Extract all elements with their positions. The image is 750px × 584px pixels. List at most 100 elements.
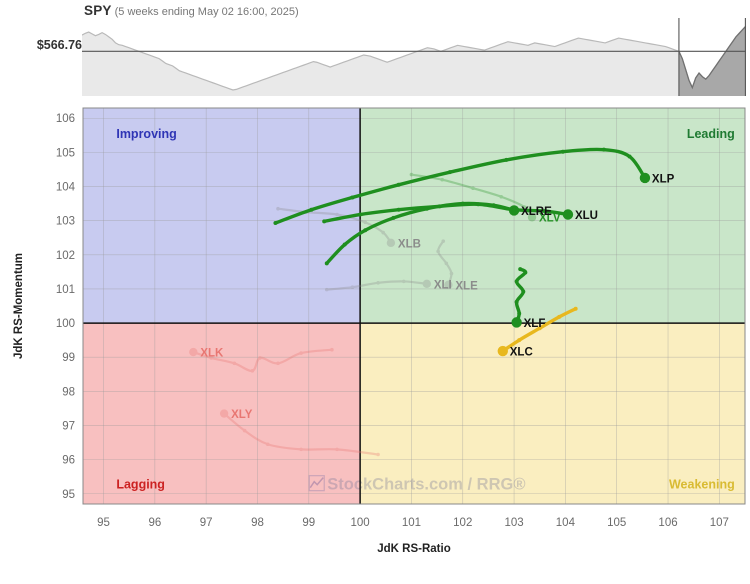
trail-point [276, 361, 280, 366]
symbol-label-xlk: XLK [200, 348, 224, 360]
quadrant-label-lagging: Lagging [116, 478, 165, 492]
symbol-label-xlp: XLP [652, 173, 675, 185]
trail-xlf[interactable] [511, 267, 528, 328]
y-tick-label: 105 [56, 147, 75, 159]
symbol-label-xlf: XLF [524, 318, 546, 330]
stockcharts-logo-icon [308, 475, 325, 492]
trail-xly[interactable] [219, 409, 380, 457]
trail-line [437, 240, 453, 286]
trail-xlc[interactable] [497, 306, 578, 357]
trail-head-marker [562, 209, 574, 220]
trail-head-marker [639, 172, 651, 184]
y-tick-label: 99 [62, 352, 75, 364]
x-tick-label: 97 [200, 517, 213, 529]
trail-xli[interactable] [324, 279, 432, 292]
x-tick-label: 96 [148, 517, 161, 529]
trail-point [444, 261, 449, 266]
chart-title: SPY (5 weeks ending May 02 16:00, 2025) [84, 2, 299, 20]
trail-point [409, 172, 414, 177]
trail-xlp[interactable] [273, 147, 651, 226]
axis-ticks: 95 96 97 98 99 100 101 102 103 104 105 106 107 95 96 97… [56, 113, 729, 529]
quadrant-label-weakening: Weakening [669, 478, 735, 492]
trail-point [447, 170, 452, 175]
trail-xlk[interactable] [189, 347, 334, 373]
symbol-label-xli: XLI [434, 279, 452, 291]
trail-point [601, 147, 606, 152]
trail-point [514, 279, 519, 284]
y-tick-label: 106 [56, 113, 75, 125]
trail-point [242, 428, 247, 433]
trail-point [391, 215, 396, 220]
quadrant-improving [83, 108, 361, 324]
plot-border [82, 107, 746, 505]
symbol-label-xlre: XLRE [521, 206, 552, 218]
trail-head-marker [511, 317, 522, 328]
quadrant-leading [360, 108, 745, 324]
trail-head-marker [497, 345, 508, 357]
period-subtitle: (5 weeks ending May 02 16:00, 2025) [114, 6, 299, 18]
quadrant-label-leading: Leading [687, 127, 735, 141]
axis-titles: JdK RS-Ratio JdK RS-Momentum [13, 253, 451, 555]
trail-point [573, 306, 578, 311]
trail-point [350, 195, 355, 200]
trail-point [537, 326, 542, 331]
trail-point [471, 186, 475, 191]
symbol-label-xlb: XLB [398, 238, 421, 250]
trail-point [276, 206, 280, 211]
x-tick-label: 95 [97, 517, 110, 529]
trail-point [209, 356, 214, 360]
trail-xle[interactable] [436, 239, 454, 290]
trail-point [542, 209, 547, 214]
price-label: $566.76 [36, 38, 82, 52]
x-axis-title: JdK RS-Ratio [377, 543, 450, 555]
y-tick-label: 100 [56, 318, 75, 330]
trail-point [342, 242, 347, 247]
trail-point [441, 239, 446, 243]
trail-point [436, 249, 440, 254]
symbol-label-xlu: XLU [575, 210, 598, 222]
trail-point [523, 270, 528, 275]
x-tick-label: 107 [710, 517, 729, 529]
trail-point [522, 205, 527, 209]
trail-xlu[interactable] [322, 202, 574, 224]
trail-point [437, 204, 442, 209]
trail-point [381, 230, 386, 235]
trail-point [396, 207, 401, 212]
trail-point [358, 212, 363, 217]
trail-point [299, 447, 303, 452]
trail-point [518, 267, 523, 272]
trail-point [499, 194, 504, 199]
trail-point [376, 452, 380, 457]
trail-point [258, 356, 262, 360]
trail-point [363, 228, 368, 233]
trail-point [476, 202, 481, 207]
mini-price-chart-header: SPY (5 weeks ending May 02 16:00, 2025) $… [0, 0, 750, 100]
y-tick-label: 95 [62, 489, 75, 501]
quadrant-labels: Improving Leading Lagging Weakening [116, 127, 734, 492]
trail-head-marker [527, 213, 537, 222]
trail-line [192, 348, 333, 372]
y-tick-label: 98 [62, 386, 75, 398]
trail-point [557, 314, 562, 319]
trail-point [363, 220, 368, 225]
x-tick-label: 102 [453, 517, 472, 529]
x-tick-label: 105 [607, 517, 626, 529]
rrg-plot-area: StockCharts.com / RRG® XLV XLB XLI XLE XLK XL… [0, 100, 750, 584]
symbol-label-xle: XLE [455, 280, 478, 292]
trail-point [273, 221, 278, 226]
quadrant-backgrounds [83, 108, 745, 504]
rrg-plot-svg: StockCharts.com / RRG® XLV XLB XLI XLE XLK XL… [13, 107, 746, 555]
trail-point [514, 299, 519, 304]
trail-point [324, 287, 329, 292]
trail-point [322, 219, 327, 224]
mini-price-sparkline [82, 18, 746, 96]
trail-point [330, 347, 334, 352]
trail-point [335, 447, 339, 452]
symbol-label-xlv: XLV [539, 213, 561, 225]
x-tick-label: 99 [302, 517, 315, 529]
trail-point [324, 261, 329, 266]
trail-point [521, 289, 526, 294]
quadrant-lagging [83, 323, 361, 504]
trail-xlv[interactable] [409, 172, 537, 222]
watermark: StockCharts.com / RRG® [308, 475, 526, 494]
